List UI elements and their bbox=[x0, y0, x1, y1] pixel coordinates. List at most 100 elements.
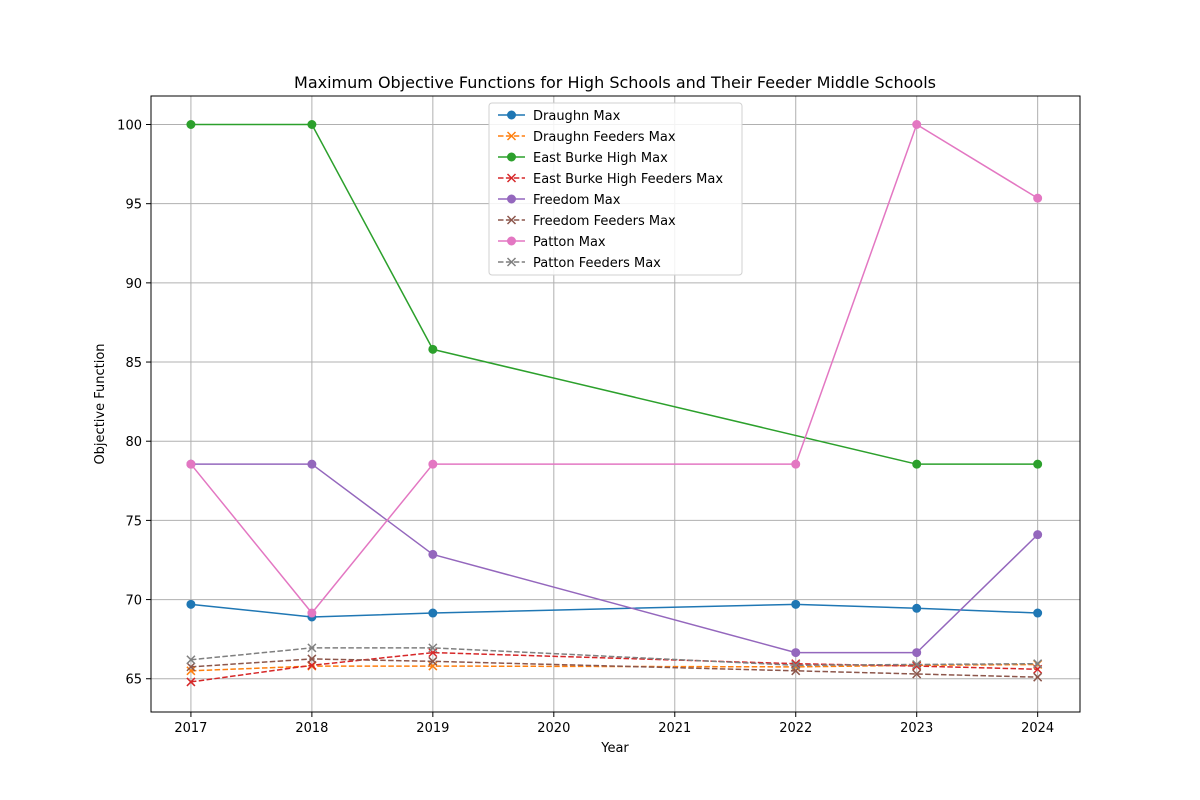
y-tick-label: 70 bbox=[125, 594, 142, 609]
legend-entry-label: Patton Max bbox=[533, 235, 606, 250]
data-point bbox=[428, 656, 438, 666]
x-marker-stroke bbox=[307, 643, 317, 653]
legend-entry-label: East Burke High Feeders Max bbox=[533, 172, 723, 187]
data-point bbox=[912, 661, 922, 671]
y-axis-label: Objective Function bbox=[93, 343, 108, 464]
legend-marker bbox=[507, 152, 516, 162]
series-group bbox=[186, 459, 1043, 658]
x-marker-stroke bbox=[186, 666, 196, 676]
x-marker-stroke bbox=[506, 173, 517, 183]
legend-entry-label: Freedom Max bbox=[533, 193, 621, 208]
x-marker-stroke bbox=[186, 655, 196, 665]
y-tick-label: 95 bbox=[125, 198, 142, 213]
x-marker-stroke bbox=[307, 654, 317, 664]
x-marker-stroke bbox=[506, 257, 517, 267]
data-point bbox=[428, 459, 438, 469]
series-group bbox=[186, 599, 1043, 622]
series-line bbox=[190, 603, 1038, 618]
legend-marker bbox=[507, 110, 516, 120]
data-point bbox=[428, 643, 438, 653]
x-axis-label: Year bbox=[600, 741, 629, 756]
data-point bbox=[912, 648, 922, 658]
x-marker-stroke bbox=[428, 643, 438, 653]
x-tick-label: 2017 bbox=[174, 721, 207, 736]
data-point bbox=[307, 120, 317, 130]
x-marker-stroke bbox=[791, 660, 801, 670]
legend-marker bbox=[506, 257, 517, 267]
data-point bbox=[186, 666, 196, 676]
legend-marker bbox=[506, 131, 517, 141]
y-tick-label: 100 bbox=[117, 119, 142, 134]
x-marker-stroke bbox=[912, 661, 922, 671]
y-tick-label: 90 bbox=[125, 277, 142, 292]
data-point bbox=[307, 643, 317, 653]
data-point bbox=[428, 608, 438, 618]
legend-entry-label: Draughn Feeders Max bbox=[533, 130, 676, 145]
data-point bbox=[1033, 193, 1043, 203]
data-point bbox=[186, 677, 196, 687]
x-marker-stroke bbox=[1033, 672, 1043, 682]
data-point bbox=[307, 459, 317, 469]
x-tick-label: 2022 bbox=[779, 721, 812, 736]
x-marker-stroke bbox=[1033, 659, 1043, 669]
data-point bbox=[186, 120, 196, 130]
legend: Draughn Max Draughn Feeders Max East Burke… bbox=[488, 102, 743, 276]
legend-marker bbox=[507, 194, 516, 204]
series-group bbox=[186, 643, 1043, 670]
legend-entry-label: East Burke High Max bbox=[533, 151, 668, 166]
x-tick-label: 2024 bbox=[1021, 721, 1054, 736]
data-point bbox=[428, 344, 438, 354]
data-point bbox=[1033, 659, 1043, 669]
data-point bbox=[428, 549, 438, 559]
legend-entry-label: Patton Feeders Max bbox=[533, 256, 661, 271]
data-point bbox=[912, 669, 922, 679]
data-point bbox=[912, 659, 922, 670]
data-point bbox=[186, 599, 196, 609]
data-point bbox=[1033, 608, 1043, 618]
x-marker-stroke bbox=[912, 659, 922, 670]
x-marker-stroke bbox=[506, 215, 517, 225]
data-point bbox=[912, 120, 922, 130]
x-tick-label: 2019 bbox=[416, 721, 449, 736]
data-point bbox=[307, 654, 317, 664]
series-layer bbox=[186, 120, 1043, 687]
data-point bbox=[791, 648, 801, 658]
data-point bbox=[1033, 459, 1043, 469]
data-point bbox=[912, 459, 922, 469]
data-point bbox=[1033, 672, 1043, 682]
x-tick-label: 2021 bbox=[658, 721, 691, 736]
data-point bbox=[912, 603, 922, 613]
x-tick-label: 2023 bbox=[900, 721, 933, 736]
x-marker-stroke bbox=[186, 677, 196, 687]
legend-marker bbox=[506, 215, 517, 225]
y-tick-label: 85 bbox=[125, 356, 142, 371]
series-line bbox=[190, 658, 1038, 678]
legend-box bbox=[488, 102, 743, 276]
x-marker-stroke bbox=[428, 656, 438, 666]
y-tick-label: 75 bbox=[125, 514, 142, 529]
chart-title: Maximum Objective Functions for High Sch… bbox=[294, 73, 936, 92]
data-point bbox=[186, 662, 196, 672]
x-marker-stroke bbox=[912, 669, 922, 679]
y-tick-label: 80 bbox=[125, 435, 142, 450]
series-group bbox=[186, 120, 1043, 469]
data-point bbox=[1033, 530, 1043, 540]
axis-ticks: 2017 2018 2019 2020 2021 2022 2023 2024 65 70 75 80… bbox=[117, 119, 1054, 736]
x-tick-label: 2020 bbox=[537, 721, 570, 736]
legend-entry-label: Draughn Max bbox=[533, 109, 621, 124]
legend-marker bbox=[507, 236, 516, 246]
data-point bbox=[791, 660, 801, 670]
data-point bbox=[307, 608, 317, 618]
plot-frame bbox=[150, 95, 1081, 713]
series-line bbox=[190, 651, 1038, 683]
x-marker-stroke bbox=[186, 662, 196, 672]
legend-entry-label: Freedom Feeders Max bbox=[533, 214, 676, 229]
series-line bbox=[190, 123, 1039, 614]
data-point bbox=[186, 655, 196, 665]
data-point bbox=[186, 459, 196, 469]
legend-marker bbox=[506, 173, 517, 183]
y-tick-label: 65 bbox=[125, 673, 142, 688]
series-group bbox=[186, 120, 1043, 618]
series-line bbox=[190, 463, 1039, 654]
